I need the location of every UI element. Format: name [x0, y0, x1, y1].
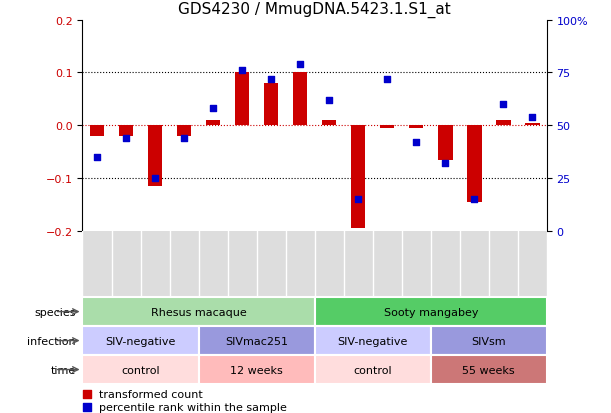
Bar: [322, 121, 337, 126]
Bar: [177, 126, 191, 136]
Text: Rhesus macaque: Rhesus macaque: [151, 307, 246, 317]
Bar: [148, 126, 163, 187]
Bar: [119, 126, 133, 136]
Point: [295, 62, 305, 68]
Text: SIVsm: SIVsm: [472, 336, 506, 346]
Bar: [206, 121, 221, 126]
Text: transformed count: transformed count: [99, 389, 202, 399]
Point: [382, 76, 392, 83]
Title: GDS4230 / MmugDNA.5423.1.S1_at: GDS4230 / MmugDNA.5423.1.S1_at: [178, 2, 451, 18]
Bar: [525, 123, 540, 126]
Point: [441, 161, 450, 167]
Bar: [438, 126, 453, 160]
Bar: [82, 326, 199, 355]
Bar: [82, 355, 199, 384]
Bar: [199, 326, 315, 355]
Text: 55 weeks: 55 weeks: [463, 365, 515, 375]
Point: [353, 197, 363, 203]
Bar: [380, 126, 395, 128]
Point: [237, 68, 247, 74]
Bar: [235, 73, 249, 126]
Bar: [409, 126, 423, 128]
Bar: [82, 297, 315, 326]
Point: [121, 135, 131, 142]
Point: [208, 106, 218, 112]
Bar: [315, 297, 547, 326]
Point: [411, 140, 421, 146]
Text: species: species: [34, 307, 76, 317]
Bar: [467, 126, 481, 202]
Bar: [315, 326, 431, 355]
Point: [92, 154, 102, 161]
Bar: [199, 355, 315, 384]
Point: [150, 175, 160, 182]
Point: [499, 102, 508, 108]
Text: SIVmac251: SIVmac251: [225, 336, 288, 346]
Text: infection: infection: [27, 336, 76, 346]
Point: [324, 97, 334, 104]
Bar: [431, 355, 547, 384]
Point: [469, 197, 479, 203]
Text: percentile rank within the sample: percentile rank within the sample: [99, 402, 287, 412]
Text: SIV-negative: SIV-negative: [337, 336, 408, 346]
Bar: [90, 126, 104, 136]
Bar: [351, 126, 365, 229]
Text: 12 weeks: 12 weeks: [230, 365, 283, 375]
Point: [266, 76, 276, 83]
Bar: [431, 326, 547, 355]
Text: Sooty mangabey: Sooty mangabey: [384, 307, 478, 317]
Bar: [496, 121, 511, 126]
Bar: [264, 84, 279, 126]
Bar: [293, 73, 307, 126]
Text: SIV-negative: SIV-negative: [105, 336, 176, 346]
Point: [527, 114, 537, 121]
Point: [179, 135, 189, 142]
Point: [352, 221, 362, 227]
Bar: [315, 355, 431, 384]
Text: time: time: [50, 365, 76, 375]
Point: [352, 343, 362, 349]
Text: control: control: [353, 365, 392, 375]
Text: control: control: [121, 365, 160, 375]
